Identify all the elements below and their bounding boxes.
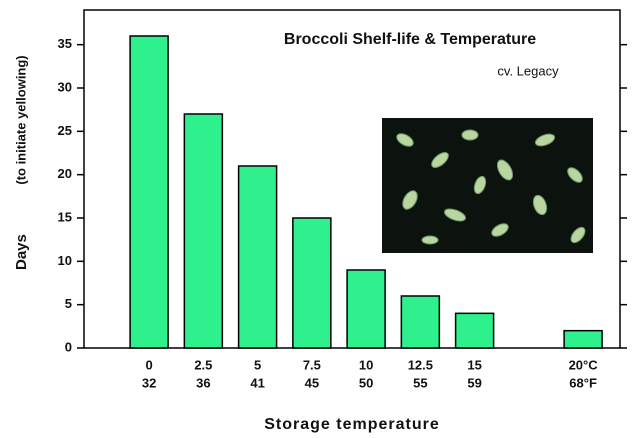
x-tick-label: 2.5 [194, 357, 212, 372]
x-tick-label: 41 [250, 375, 264, 390]
chart-title: Broccoli Shelf-life & Temperature [284, 31, 536, 48]
bar [130, 36, 168, 348]
x-tick-label: 15 [467, 357, 481, 372]
x-tick-label: 32 [142, 375, 156, 390]
y-tick-label: 0 [65, 339, 72, 354]
x-tick-label: 12.5 [408, 357, 433, 372]
photo [382, 118, 593, 253]
x-tick-label: 0 [145, 357, 152, 372]
bar [184, 114, 222, 348]
y-tick-label: 15 [58, 209, 72, 224]
bar [239, 166, 277, 348]
y-axis-label: Days [13, 234, 30, 270]
bar [347, 270, 385, 348]
x-tick-label: 10 [359, 357, 373, 372]
x-tick-label: 20°C [569, 357, 599, 372]
bar [456, 313, 494, 348]
x-tick-label: 59 [467, 375, 481, 390]
bar [293, 218, 331, 348]
x-tick-label: 55 [413, 375, 427, 390]
x-tick-label: 68°F [569, 375, 597, 390]
x-tick-label: 7.5 [303, 357, 321, 372]
y-tick-label: 20 [58, 166, 72, 181]
chart-subtitle: cv. Legacy [497, 63, 559, 78]
y-tick-label: 25 [58, 123, 72, 138]
x-tick-label: 36 [196, 375, 210, 390]
bar [564, 331, 602, 348]
x-tick-label: 45 [305, 375, 319, 390]
x-tick-label: 5 [254, 357, 261, 372]
y-tick-label: 5 [65, 296, 72, 311]
bar [401, 296, 439, 348]
x-axis-label: Storage temperature [264, 416, 440, 433]
x-tick-label: 50 [359, 375, 373, 390]
y-tick-label: 10 [58, 253, 72, 268]
y-tick-label: 35 [58, 36, 72, 51]
y-tick-label: 30 [58, 79, 72, 94]
chart: Broccoli Shelf-life & Temperature cv. Le… [0, 0, 633, 438]
y-axis-note: (to initiate yellowing) [13, 55, 28, 184]
